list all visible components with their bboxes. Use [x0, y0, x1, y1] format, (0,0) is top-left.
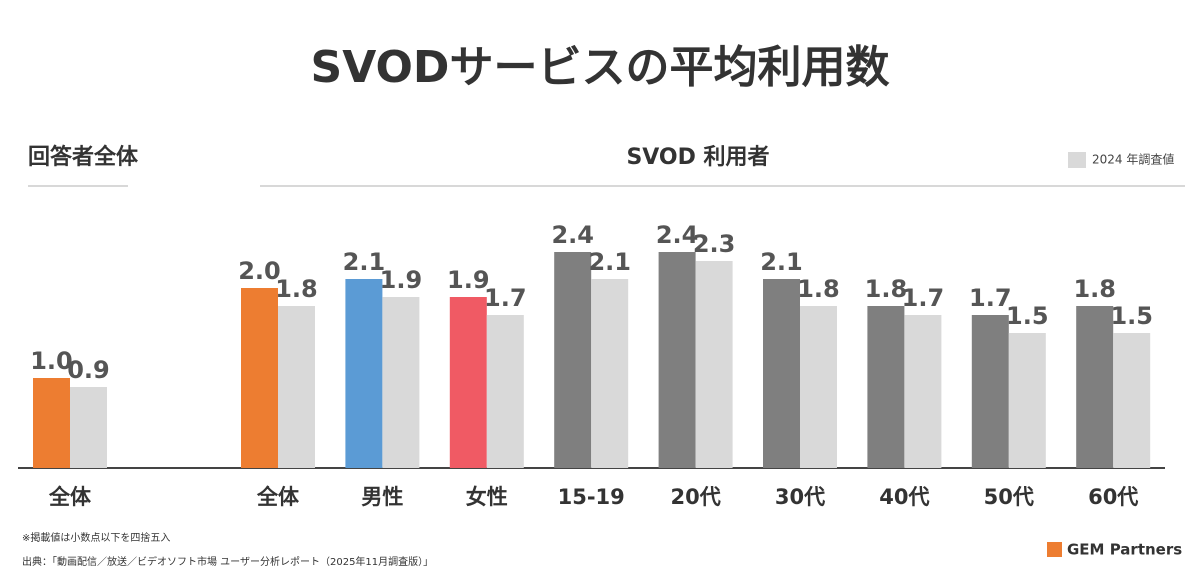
- bar: [382, 297, 420, 468]
- bar: [1113, 333, 1151, 468]
- value-label: 2.1: [588, 248, 631, 276]
- x-tick-label: 全体: [48, 485, 92, 509]
- value-label: 2.4: [656, 221, 699, 249]
- group-title: 回答者全体: [28, 144, 139, 170]
- value-label: 1.8: [797, 275, 840, 303]
- bar: [449, 297, 487, 468]
- x-tick-label: 15-19: [558, 485, 625, 509]
- value-label: 1.8: [275, 275, 318, 303]
- bar: [591, 279, 629, 468]
- x-tick-label: 全体: [256, 485, 300, 509]
- bar: [70, 387, 107, 468]
- x-tick-label: 男性: [361, 485, 403, 509]
- bar: [800, 306, 837, 468]
- value-label: 1.7: [969, 284, 1012, 312]
- x-tick-label: 40代: [879, 485, 929, 509]
- x-tick-label: 30代: [775, 485, 825, 509]
- value-label: 0.9: [67, 356, 110, 384]
- bar: [971, 315, 1009, 468]
- value-label: 1.9: [380, 266, 423, 294]
- value-label: 1.0: [30, 347, 73, 375]
- footnote: ※掲載値は小数点以下を四捨五入: [22, 531, 170, 544]
- legend-swatch: [1068, 152, 1086, 168]
- bar: [904, 315, 942, 468]
- chart-title: SVODサービスの平均利用数: [311, 42, 890, 93]
- value-label: 2.1: [343, 248, 386, 276]
- value-label: 1.8: [1073, 275, 1116, 303]
- bar: [278, 306, 315, 468]
- bar: [554, 252, 592, 468]
- logo-icon: [1047, 542, 1062, 557]
- value-label: 1.9: [447, 266, 490, 294]
- value-label: 1.7: [484, 284, 527, 312]
- value-label: 1.5: [1006, 302, 1049, 330]
- bar: [1008, 333, 1046, 468]
- logo: GEM Partners: [1067, 541, 1182, 559]
- x-tick-label: 20代: [670, 485, 720, 509]
- value-label: 2.4: [551, 221, 594, 249]
- legend-label: 2024 年調査値: [1092, 152, 1174, 167]
- value-label: 2.3: [693, 230, 736, 258]
- x-tick-label: 60代: [1088, 485, 1138, 509]
- x-tick-label: 50代: [984, 485, 1034, 509]
- x-tick-label: 女性: [466, 485, 508, 509]
- value-label: 2.1: [760, 248, 803, 276]
- bar: [486, 315, 524, 468]
- bar: [33, 378, 70, 468]
- bar: [345, 279, 383, 468]
- source-note: 出典：「動画配信／放送／ビデオソフト市場 ユーザー分析レポート（2025年11月…: [22, 555, 433, 568]
- value-label: 1.7: [902, 284, 945, 312]
- bar: [1076, 306, 1114, 468]
- group-title: SVOD 利用者: [626, 145, 769, 170]
- bar: [241, 288, 278, 468]
- bar: [867, 306, 905, 468]
- value-label: 2.0: [238, 257, 281, 285]
- bar: [658, 252, 696, 468]
- value-label: 1.8: [865, 275, 908, 303]
- bar: [763, 279, 800, 468]
- value-label: 1.5: [1110, 302, 1153, 330]
- bar: [695, 261, 733, 468]
